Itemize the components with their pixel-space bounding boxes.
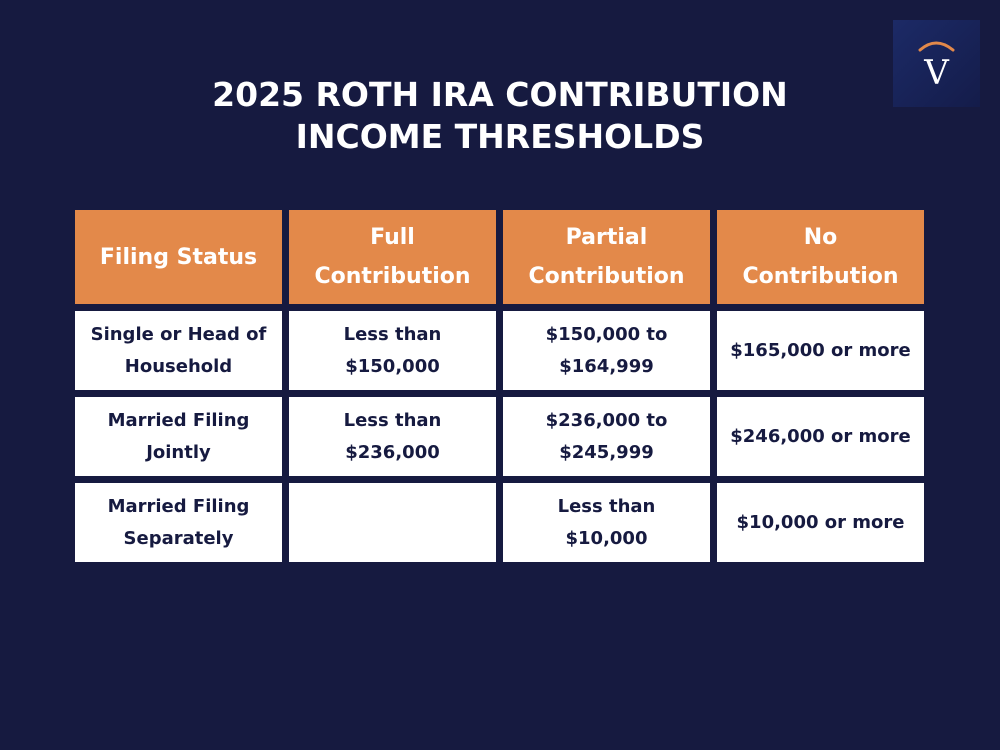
cell-text: Less than — [343, 323, 442, 345]
page-title: 2025 ROTH IRA CONTRIBUTION INCOME THRESH… — [0, 74, 1000, 158]
table-header-cell: Full Contribution — [289, 210, 496, 304]
cell-text: $246,000 or more — [730, 425, 911, 447]
cell-text: Married Filing — [107, 495, 250, 517]
logo-letter: V — [923, 53, 950, 93]
title-line-2: INCOME THRESHOLDS — [295, 117, 705, 156]
thresholds-table: Filing Status Full Contribution Partial Cont… — [75, 210, 924, 562]
cell-text: $236,000 to — [545, 409, 668, 431]
cell-text: Less than — [343, 409, 442, 431]
cell-text: Household — [124, 355, 233, 377]
cell-text: Married Filing — [107, 409, 250, 431]
table-cell: $165,000 or more — [717, 311, 924, 390]
row-label-cell: Married Filing Separately — [75, 483, 282, 562]
table-header-cell: No Contribution — [717, 210, 924, 304]
table-cell: Less than $236,000 — [289, 397, 496, 476]
cell-text: Full — [370, 225, 415, 250]
row-label-cell: Married Filing Jointly — [75, 397, 282, 476]
cell-text: Contribution — [528, 264, 685, 289]
cell-text: $10,000 — [565, 527, 648, 549]
cell-text: Single or Head of — [90, 323, 267, 345]
brand-logo: V — [893, 20, 980, 107]
cell-text: $150,000 to — [545, 323, 668, 345]
cell-text: Filing Status — [99, 244, 258, 270]
cell-text: $164,999 — [559, 355, 654, 377]
table-cell: Less than $10,000 — [503, 483, 710, 562]
table-header-cell: Partial Contribution — [503, 210, 710, 304]
table-cell: $246,000 or more — [717, 397, 924, 476]
cell-text: $236,000 — [345, 441, 440, 463]
row-label-cell: Single or Head of Household — [75, 311, 282, 390]
cell-text: Jointly — [146, 441, 211, 463]
cell-text: Contribution — [314, 264, 471, 289]
table-cell — [289, 483, 496, 562]
cell-text: Less than — [557, 495, 656, 517]
cell-text: No — [803, 225, 838, 250]
table-cell: $10,000 or more — [717, 483, 924, 562]
cell-text: $150,000 — [345, 355, 440, 377]
table-header-cell: Filing Status — [75, 210, 282, 304]
cell-text: Contribution — [742, 264, 899, 289]
cell-text: Separately — [123, 527, 234, 549]
cell-text: Partial — [565, 225, 648, 250]
table-cell: Less than $150,000 — [289, 311, 496, 390]
table-cell: $150,000 to $164,999 — [503, 311, 710, 390]
title-line-1: 2025 ROTH IRA CONTRIBUTION — [212, 75, 788, 114]
cell-text: $165,000 or more — [730, 339, 911, 361]
cell-text: $245,999 — [559, 441, 654, 463]
table-cell: $236,000 to $245,999 — [503, 397, 710, 476]
cell-text: $10,000 or more — [736, 511, 905, 533]
